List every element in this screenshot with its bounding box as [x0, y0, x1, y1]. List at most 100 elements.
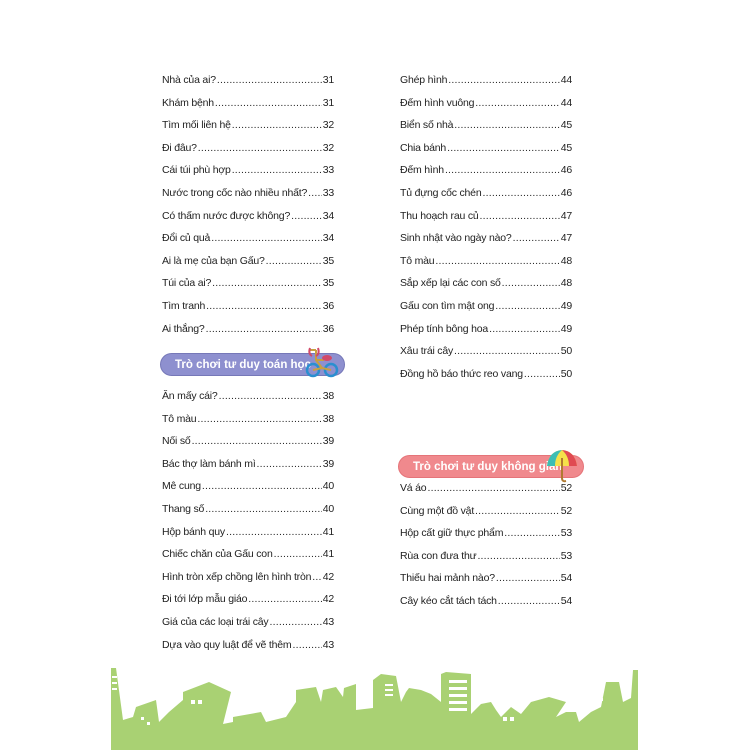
entry-title: Tô màu: [400, 254, 435, 267]
dot-leader: [308, 187, 322, 199]
entry-title: Túi của ai?: [162, 277, 212, 290]
entry-title: Phép tính bông hoa: [400, 322, 489, 335]
toc-entry: Chiếc chăn của Gấu con 41: [162, 548, 334, 571]
dot-leader: [513, 232, 560, 244]
toc-entry: Đếm hình 46: [400, 164, 572, 187]
entry-page-number: 40: [322, 480, 334, 493]
toc-entry: Tô màu 48: [400, 255, 572, 278]
toc-entry: Thiếu hai mảnh nào? 54: [400, 572, 572, 595]
entry-title: Hộp bánh quy: [162, 525, 225, 538]
entry-title: Nối số: [162, 435, 191, 448]
dot-leader: [226, 526, 322, 538]
entry-title: Hình tròn xếp chồng lên hình tròn: [162, 570, 312, 583]
dot-leader: [232, 119, 322, 131]
dot-leader: [215, 97, 322, 109]
entry-title: Xâu trái cây: [400, 345, 454, 358]
entry-page-number: 53: [560, 527, 572, 540]
toc-entry: Giá của các loại trái cây 43: [162, 616, 334, 639]
toc-entry: Ai là mẹ của bạn Gấu? 35: [162, 255, 334, 278]
toc-entry: Cây kéo cắt tách tách 54: [400, 595, 572, 618]
entry-title: Tủ đựng cốc chén: [400, 186, 482, 199]
entry-title: Ghép hình: [400, 74, 448, 86]
dot-leader: [435, 255, 559, 267]
dot-leader: [496, 572, 560, 584]
entry-page-number: 54: [560, 572, 572, 585]
dot-leader: [198, 142, 322, 154]
entry-page-number: 33: [322, 164, 334, 177]
section-title: Trò chơi tư duy toán học: [175, 358, 311, 371]
toc-entry: Thu hoạch rau củ 47: [400, 210, 572, 233]
entry-page-number: 38: [322, 412, 334, 425]
dot-leader: [197, 413, 321, 425]
entry-page-number: 43: [322, 615, 334, 628]
dot-leader: [495, 300, 559, 312]
toc-entry: Tô màu 38: [162, 413, 334, 436]
bicycle-icon: [305, 347, 339, 378]
entry-page-number: 41: [322, 525, 334, 538]
entry-page-number: 50: [560, 367, 572, 380]
toc-entry: Hộp bánh quy 41: [162, 526, 334, 549]
dot-leader: [480, 210, 560, 222]
entry-page-number: 32: [322, 119, 334, 132]
dot-leader: [477, 550, 559, 562]
entry-title: Thang số: [162, 502, 205, 515]
entry-page-number: 45: [560, 141, 572, 154]
entry-title: Dựa vào quy luật để vẽ thêm: [162, 638, 292, 651]
toc-entry: Hình tròn xếp chồng lên hình tròn 42: [162, 571, 334, 594]
entry-title: Giá của các loại trái cây: [162, 615, 269, 628]
entry-page-number: 42: [322, 570, 334, 583]
dot-leader: [269, 616, 321, 628]
dot-leader: [445, 164, 560, 176]
entry-page-number: 48: [560, 277, 572, 290]
dot-leader: [292, 639, 321, 651]
entry-title: Cái túi phù hợp: [162, 164, 231, 177]
toc-entry: Khám bệnh 31: [162, 97, 334, 120]
entry-page-number: 47: [560, 209, 572, 222]
toc-entry: Biển số nhà 45: [400, 119, 572, 142]
dot-leader: [524, 368, 560, 380]
entry-title: Chia bánh: [400, 141, 447, 154]
entry-page-number: 40: [322, 502, 334, 515]
dot-leader: [504, 527, 559, 539]
toc-entry: Xâu trái cây 50: [400, 345, 572, 368]
entry-title: Thiếu hai mảnh nào?: [400, 572, 495, 585]
dot-leader: [498, 595, 560, 607]
entry-page-number: 31: [322, 74, 334, 86]
toc-entry: Đồng hồ báo thức reo vang 50: [400, 368, 572, 391]
toc-entry: Cùng một đồ vật 52: [400, 505, 572, 528]
entry-title: Rùa con đưa thư: [400, 549, 477, 562]
dot-leader: [427, 482, 559, 494]
entry-page-number: 34: [322, 232, 334, 245]
dot-leader: [202, 480, 322, 492]
dot-leader: [475, 505, 560, 517]
entry-page-number: 44: [560, 74, 572, 86]
entry-title: Có thấm nước được không?: [162, 209, 291, 222]
entry-title: Vá áo: [400, 482, 427, 494]
toc-entry: Thang số 40: [162, 503, 334, 526]
dot-leader: [206, 323, 322, 335]
entry-title: Nước trong cốc nào nhiều nhất?: [162, 186, 308, 199]
entry-page-number: 38: [322, 390, 334, 402]
entry-title: Ăn mấy cái?: [162, 390, 218, 402]
entry-page-number: 46: [560, 164, 572, 177]
entry-page-number: 35: [322, 254, 334, 267]
toc-entry: Hộp cất giữ thực phẩm 53: [400, 527, 572, 550]
dot-leader: [489, 323, 560, 335]
toc-entry: Đổi củ quả 34: [162, 232, 334, 255]
entry-title: Khám bệnh: [162, 96, 214, 109]
entry-page-number: 35: [322, 277, 334, 290]
entry-title: Sinh nhật vào ngày nào?: [400, 232, 512, 245]
toc-entry: Túi của ai? 35: [162, 277, 334, 300]
entry-page-number: 49: [560, 299, 572, 312]
toc-entry: Rùa con đưa thư 53: [400, 550, 572, 573]
toc-entry: Mê cung 40: [162, 480, 334, 503]
entry-title: Sắp xếp lại các con số: [400, 277, 501, 290]
dot-leader: [447, 142, 560, 154]
entry-page-number: 31: [322, 96, 334, 109]
section-title: Trò chơi tư duy không gian: [413, 460, 563, 473]
city-skyline-illustration: [111, 668, 638, 750]
entry-page-number: 53: [560, 549, 572, 562]
toc-entry: Chia bánh 45: [400, 142, 572, 165]
toc-entry: Có thấm nước được không? 34: [162, 210, 334, 233]
